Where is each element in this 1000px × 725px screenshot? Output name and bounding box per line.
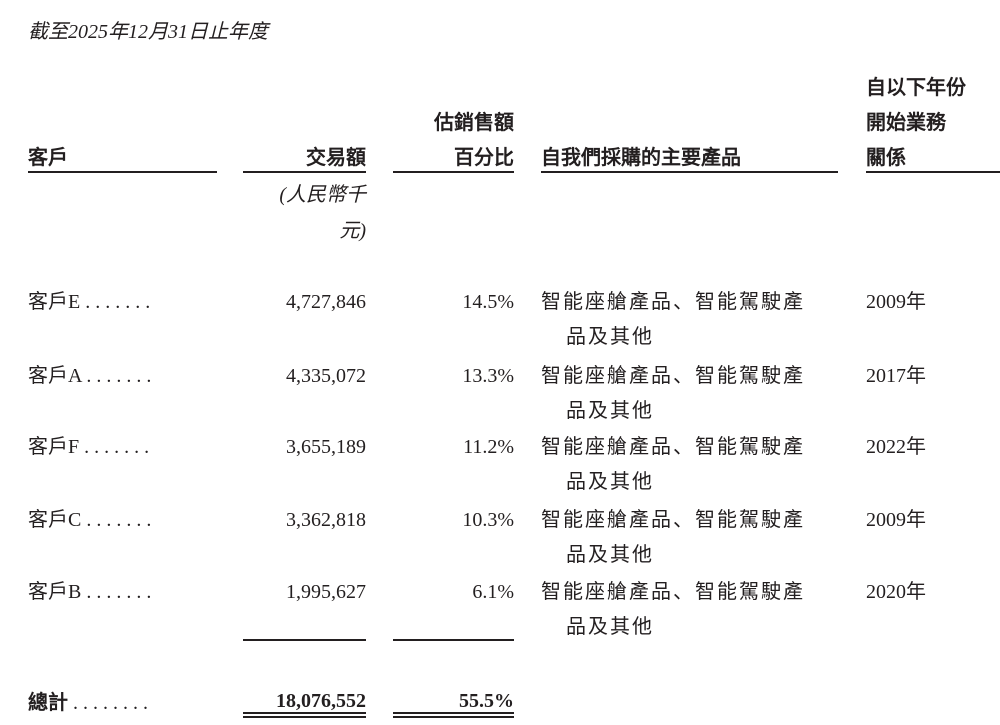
- products-cell-line2: 品及其他: [566, 326, 654, 348]
- products-cell-line1: 智能座艙產品、智能駕駛產: [541, 509, 805, 531]
- customer-name: 客戶A . . . . . . .: [28, 365, 152, 387]
- pct-cell: 11.2%: [463, 436, 514, 458]
- amount-cell: 1,995,627: [286, 581, 366, 603]
- header-rule: [866, 171, 1000, 173]
- header-rule: [393, 171, 514, 173]
- header-since-1: 自以下年份: [866, 77, 966, 99]
- amount-unit-2: 元): [339, 220, 366, 242]
- total-double-rule: [393, 712, 514, 718]
- products-cell-line2: 品及其他: [566, 471, 654, 493]
- products-cell-line2: 品及其他: [566, 616, 654, 638]
- products-cell-line1: 智能座艙產品、智能駕駛產: [541, 291, 805, 313]
- since-cell: 2022年: [866, 436, 926, 458]
- header-since-2: 開始業務: [866, 112, 946, 134]
- total-amount: 18,076,552: [276, 690, 366, 712]
- products-cell-line2: 品及其他: [566, 400, 654, 422]
- header-rule: [541, 171, 838, 173]
- amount-cell: 3,362,818: [286, 509, 366, 531]
- amount-cell: 4,727,846: [286, 291, 366, 313]
- amount-unit-1: (人民幣千: [279, 184, 366, 206]
- products-cell-line2: 品及其他: [566, 544, 654, 566]
- subtotal-rule: [243, 639, 366, 641]
- customer-name: 客戶C . . . . . . .: [28, 509, 152, 531]
- header-products: 自我們採購的主要產品: [541, 147, 741, 169]
- pct-cell: 6.1%: [472, 581, 514, 603]
- pct-cell: 10.3%: [462, 509, 514, 531]
- pct-cell: 13.3%: [462, 365, 514, 387]
- since-cell: 2009年: [866, 291, 926, 313]
- period-title: 截至2025年12月31日止年度: [28, 21, 268, 43]
- total-pct: 55.5%: [459, 690, 514, 712]
- header-rule: [243, 171, 366, 173]
- products-cell-line1: 智能座艙產品、智能駕駛產: [541, 365, 805, 387]
- header-rule: [28, 171, 217, 173]
- header-amount: 交易額: [306, 147, 366, 169]
- amount-cell: 4,335,072: [286, 365, 366, 387]
- products-cell-line1: 智能座艙產品、智能駕駛產: [541, 581, 805, 603]
- pct-cell: 14.5%: [462, 291, 514, 313]
- total-label: 總計 . . . . . . . .: [28, 692, 148, 714]
- products-cell-line1: 智能座艙產品、智能駕駛產: [541, 436, 805, 458]
- since-cell: 2009年: [866, 509, 926, 531]
- header-pct-2: 百分比: [454, 147, 514, 169]
- subtotal-rule: [393, 639, 514, 641]
- amount-cell: 3,655,189: [286, 436, 366, 458]
- since-cell: 2017年: [866, 365, 926, 387]
- total-double-rule: [243, 712, 366, 718]
- header-since-3: 關係: [866, 147, 906, 169]
- customer-name: 客戶E . . . . . . .: [28, 291, 151, 313]
- customer-name: 客戶F . . . . . . .: [28, 436, 150, 458]
- since-cell: 2020年: [866, 581, 926, 603]
- header-customer: 客戶: [28, 147, 68, 169]
- header-pct-1: 估銷售額: [434, 112, 514, 134]
- customer-name: 客戶B . . . . . . .: [28, 581, 152, 603]
